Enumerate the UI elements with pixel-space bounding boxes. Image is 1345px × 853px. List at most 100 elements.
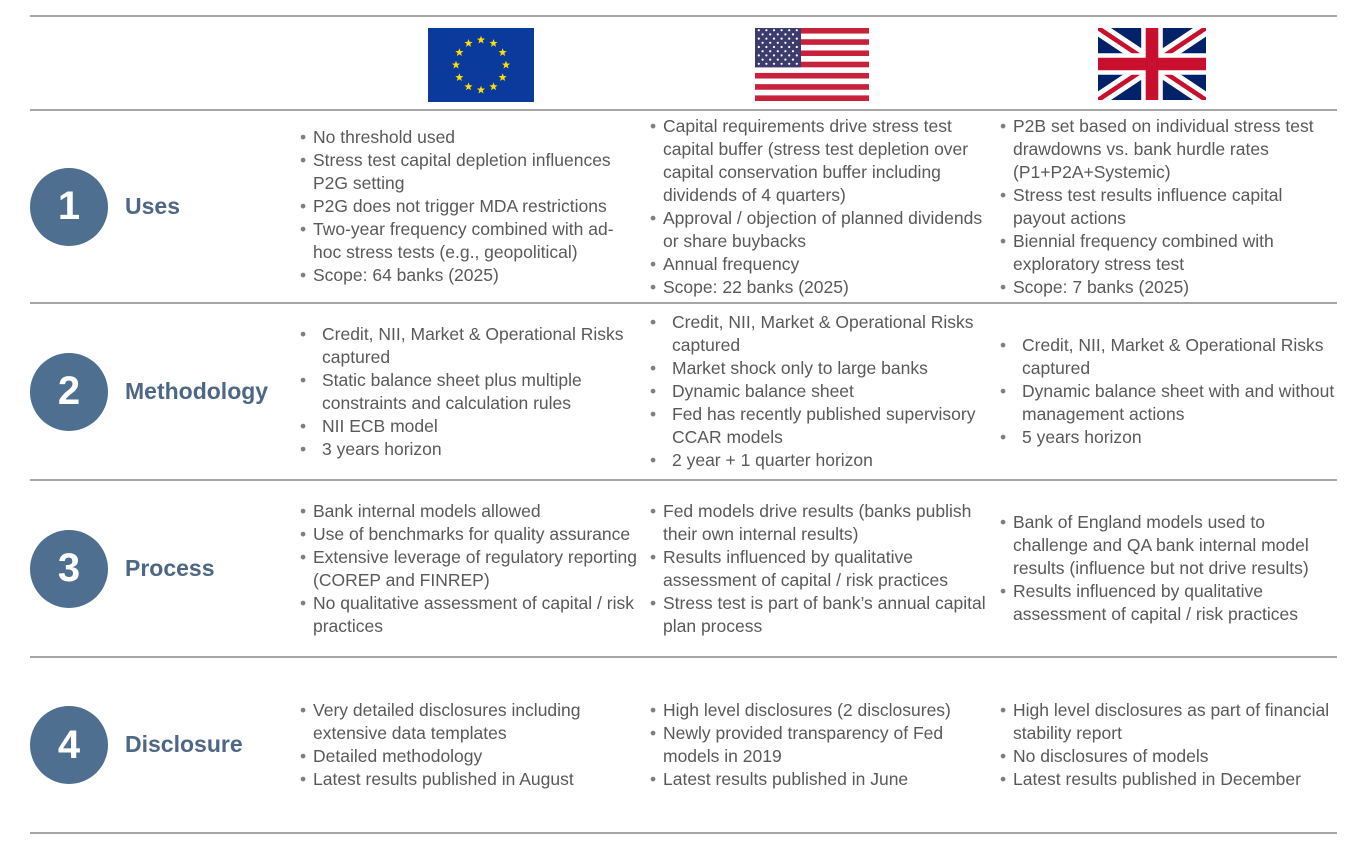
star-icon — [455, 73, 464, 81]
star-icon — [784, 50, 787, 53]
star-icon — [765, 54, 768, 57]
star-icon — [757, 45, 760, 49]
star-icon — [795, 62, 798, 65]
star-icon — [757, 54, 760, 57]
stripe — [755, 72, 869, 79]
bullet-item: Newly provided transparency of Fed model… — [650, 722, 990, 768]
bullet-item: Bank internal models allowed — [300, 500, 640, 523]
bullet-list: Bank of England models used to challenge… — [1000, 511, 1335, 626]
eu-cell: No threshold usedStress test capital dep… — [300, 110, 640, 303]
divider — [30, 479, 1337, 481]
star-icon — [772, 37, 776, 40]
bullet-item: Latest results published in June — [650, 768, 990, 791]
divider — [30, 302, 1337, 304]
bullet-item: 2 year + 1 quarter horizon — [650, 449, 990, 472]
row-title: Disclosure — [125, 731, 243, 757]
bullet-list: Credit, NII, Market & Operational Risks … — [300, 323, 640, 461]
bullet-list: Capital requirements drive stress test c… — [650, 115, 990, 299]
stripe — [755, 56, 869, 62]
bullet-item: Use of benchmarks for quality assurance — [300, 523, 640, 546]
bullet-item: NII ECB model — [300, 415, 640, 438]
star-icon — [795, 54, 798, 57]
star-icon — [761, 33, 764, 36]
star-icon — [765, 37, 768, 40]
star-icon — [780, 54, 783, 57]
star-icon — [788, 29, 791, 32]
bullet-item: Stress test capital depletion influences… — [300, 149, 640, 195]
bullet-item: Credit, NII, Market & Operational Risks … — [650, 311, 990, 357]
uk-flag — [1098, 28, 1206, 100]
star-icon — [776, 33, 779, 36]
us-cell: Fed models drive results (banks publish … — [650, 480, 990, 657]
star-icon — [791, 41, 795, 44]
number-badge: 4 — [30, 706, 108, 784]
star-icon — [784, 41, 787, 44]
bullet-item: Credit, NII, Market & Operational Risks … — [1000, 334, 1335, 380]
stripe — [755, 84, 869, 90]
star-icon — [795, 37, 798, 40]
star-icon — [772, 62, 776, 65]
star-icon — [761, 58, 764, 61]
star-icon — [791, 50, 795, 53]
star-icon — [498, 73, 507, 81]
row-process: 3 Process Bank internal models allowedUse… — [30, 480, 1337, 657]
bullet-item: Capital requirements drive stress test c… — [650, 115, 990, 207]
uk-cell: Bank of England models used to challenge… — [1000, 480, 1335, 657]
us-flag — [755, 28, 869, 101]
bullet-item: 3 years horizon — [300, 438, 640, 461]
star-icon — [769, 50, 772, 53]
bullet-item: Dynamic balance sheet — [650, 380, 990, 403]
bullet-item: Dynamic balance sheet with and without m… — [1000, 380, 1335, 426]
number-badge: 3 — [30, 529, 108, 608]
star-icon — [795, 45, 798, 49]
star-icon — [788, 37, 791, 40]
bullet-item: No disclosures of models — [1000, 745, 1335, 768]
eu-cell: Credit, NII, Market & Operational Risks … — [300, 303, 640, 480]
star-icon — [765, 62, 768, 65]
star-icon — [489, 39, 498, 47]
row-title: Methodology — [125, 377, 269, 404]
stripe — [755, 95, 869, 101]
stripe — [755, 39, 869, 46]
star-icon — [489, 82, 498, 91]
bullet-item: Approval / objection of planned dividend… — [650, 207, 990, 253]
uk-cell: High level disclosures as part of financ… — [1000, 657, 1335, 833]
stripe — [755, 89, 869, 96]
bullet-item: Fed models drive results (banks publish … — [650, 500, 990, 546]
star-icon — [784, 58, 787, 61]
eu-cell: Bank internal models allowedUse of bench… — [300, 480, 640, 657]
row-methodology: 2 Methodology Credit, NII, Market & Opera… — [30, 303, 1337, 480]
star-icon — [476, 85, 486, 94]
bullet-item: Stress test is part of bank’s annual cap… — [650, 592, 990, 638]
star-icon — [772, 54, 776, 57]
bullet-list: Very detailed disclosures including exte… — [300, 699, 640, 791]
star-icon — [765, 45, 768, 49]
stripe — [755, 33, 869, 40]
bullet-item: Biennial frequency combined with explora… — [1000, 230, 1335, 276]
star-icon — [780, 62, 783, 65]
star-icon — [769, 58, 772, 61]
divider — [30, 15, 1337, 17]
bullet-list: No threshold usedStress test capital dep… — [300, 126, 640, 287]
bullet-item: Fed has recently published supervisory C… — [650, 403, 990, 449]
eu-flag — [428, 28, 534, 102]
divider — [30, 656, 1337, 658]
star-icon — [455, 48, 464, 56]
star-icon — [757, 37, 760, 40]
bullet-item: Results influenced by qualitative assess… — [1000, 580, 1335, 626]
divider — [30, 832, 1337, 834]
bullet-list: High level disclosures (2 disclosures)Ne… — [650, 699, 990, 791]
star-icon — [769, 41, 772, 44]
star-icon — [788, 54, 791, 57]
bullet-item: Very detailed disclosures including exte… — [300, 699, 640, 745]
star-icon — [780, 37, 783, 40]
bullet-item: Two-year frequency combined with ad-hoc … — [300, 218, 640, 264]
star-icon — [780, 29, 783, 32]
star-icon — [769, 33, 772, 36]
bullet-item: Stress test results influence capital pa… — [1000, 184, 1335, 230]
star-icon — [791, 33, 795, 36]
bullet-item: Annual frequency — [650, 253, 990, 276]
bullet-item: Results influenced by qualitative assess… — [650, 546, 990, 592]
bullet-item: High level disclosures as part of financ… — [1000, 699, 1335, 745]
